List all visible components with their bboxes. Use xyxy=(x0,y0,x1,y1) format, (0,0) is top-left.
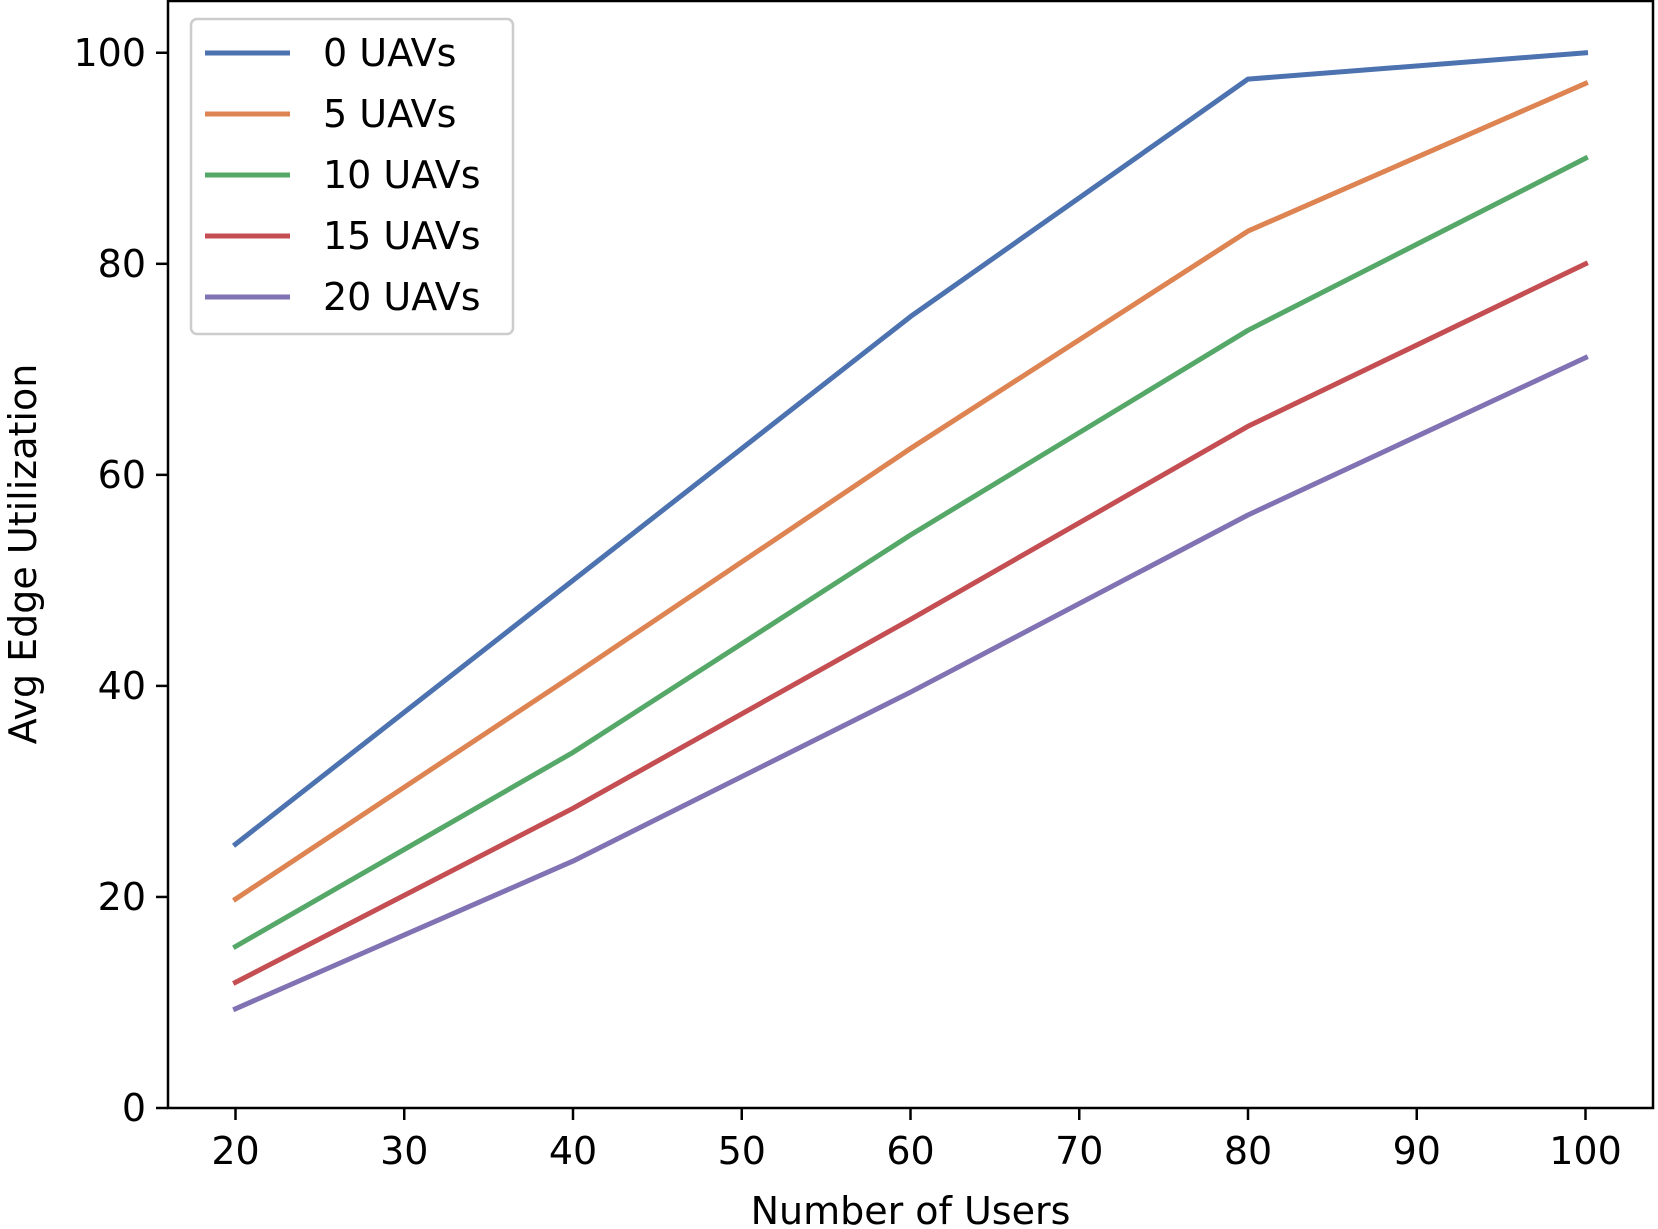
legend: 0 UAVs 5 UAVs 10 UAVs 15 UAVs 20 UAVs xyxy=(189,17,515,336)
x-tick-label: 100 xyxy=(1549,1129,1622,1173)
series-line-0-uavs xyxy=(231,50,1589,848)
legend-label: 5 UAVs xyxy=(323,92,456,136)
y-axis-label: Avg Edge Utilization xyxy=(1,364,45,745)
y-tick-label: 60 xyxy=(98,453,146,497)
legend-label: 20 UAVs xyxy=(323,275,481,319)
x-tick-label: 90 xyxy=(1393,1129,1441,1173)
x-axis-label: Number of Users xyxy=(751,1189,1071,1229)
x-tick-label: 30 xyxy=(380,1129,428,1173)
y-tick-label: 100 xyxy=(73,31,146,75)
legend-frame xyxy=(189,17,515,336)
y-tick-label: 40 xyxy=(98,664,146,708)
y-tick-label: 80 xyxy=(98,242,146,286)
legend-label: 15 UAVs xyxy=(323,214,481,258)
x-tick-label: 60 xyxy=(886,1129,934,1173)
series-line-5-uavs xyxy=(232,80,1589,903)
series-line-10-uavs xyxy=(232,154,1589,950)
y-tick-label: 0 xyxy=(122,1086,146,1130)
series-line-20-uavs xyxy=(232,354,1589,1013)
y-tick-label: 20 xyxy=(98,875,146,919)
x-tick-label: 50 xyxy=(718,1129,766,1173)
legend-label: 0 UAVs xyxy=(323,31,456,75)
y-axis-ticks: 0 20 40 60 80 100 xyxy=(73,31,168,1130)
x-tick-label: 40 xyxy=(549,1129,597,1173)
series-layer xyxy=(231,50,1589,1013)
series-line-15-uavs xyxy=(232,260,1589,986)
x-axis-ticks: 20 30 40 50 60 70 80 90 100 xyxy=(211,1108,1622,1173)
x-tick-label: 70 xyxy=(1055,1129,1103,1173)
x-tick-label: 80 xyxy=(1224,1129,1272,1173)
legend-label: 10 UAVs xyxy=(323,153,481,197)
x-tick-label: 20 xyxy=(211,1129,259,1173)
